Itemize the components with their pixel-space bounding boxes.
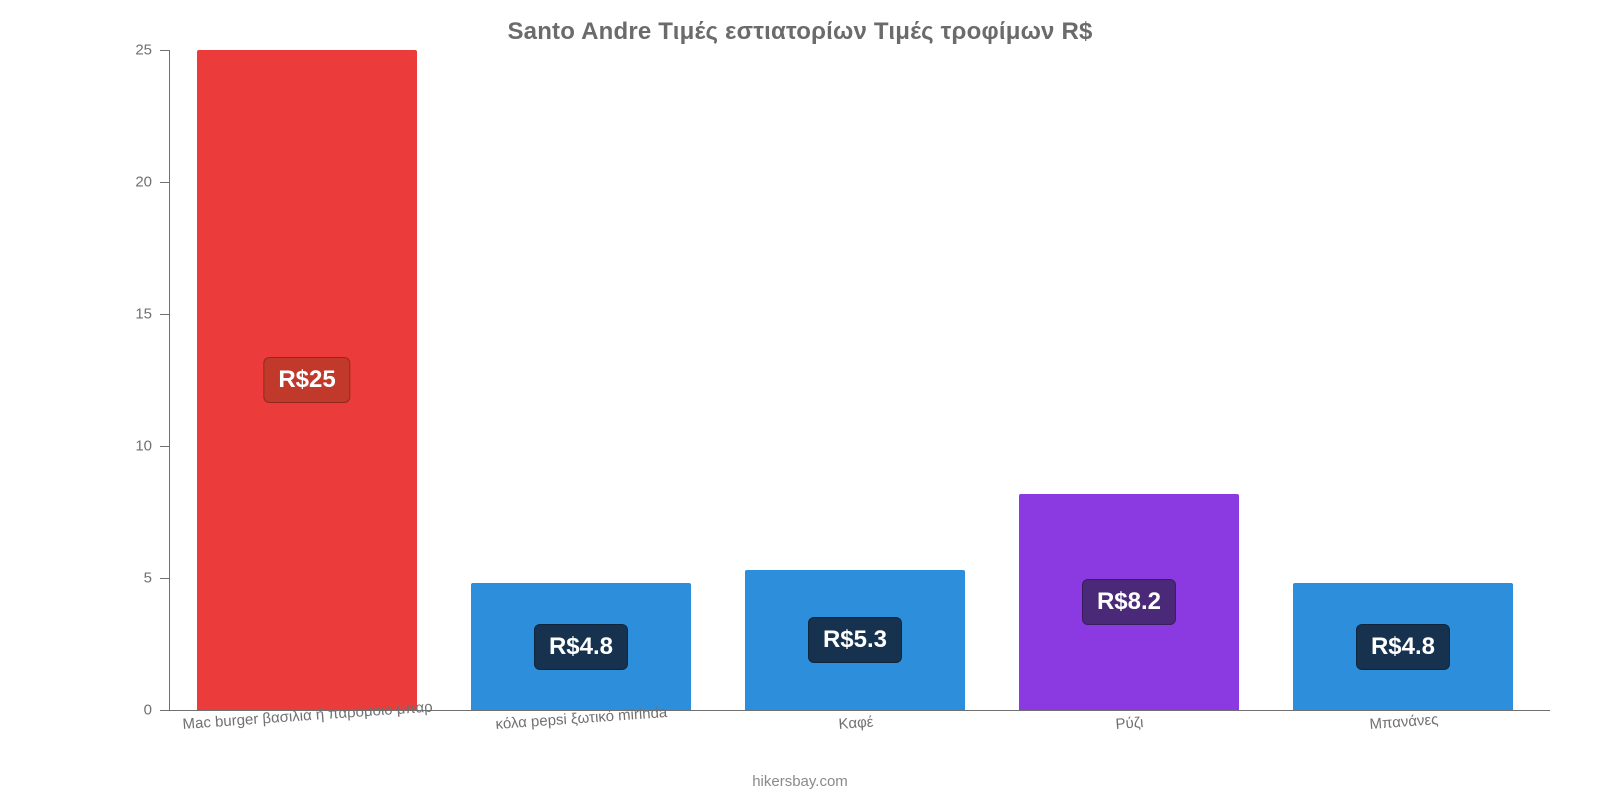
chart-title: Santo Andre Τιμές εστιατορίων Τιμές τροφ… [0, 18, 1600, 46]
y-tick [160, 578, 170, 579]
value-badge: R$4.8 [534, 624, 628, 670]
y-tick-label: 0 [0, 702, 152, 719]
y-tick [160, 314, 170, 315]
x-axis-label: Καφέ [838, 714, 874, 733]
x-axis-label: Μπανάνες [1369, 711, 1439, 733]
y-tick-label: 20 [0, 174, 152, 191]
chart-footer: hikersbay.com [0, 773, 1600, 790]
y-tick [160, 50, 170, 51]
price-chart: Santo Andre Τιμές εστιατορίων Τιμές τροφ… [0, 0, 1600, 800]
plot-area [170, 50, 1540, 710]
value-badge: R$5.3 [808, 617, 902, 663]
value-badge: R$8.2 [1082, 579, 1176, 625]
y-tick-label: 25 [0, 42, 152, 59]
y-tick [160, 182, 170, 183]
x-axis-label: Ρύζι [1115, 714, 1144, 733]
y-tick-label: 5 [0, 570, 152, 587]
y-tick-label: 10 [0, 438, 152, 455]
y-tick [160, 446, 170, 447]
value-badge: R$4.8 [1356, 624, 1450, 670]
value-badge: R$25 [263, 357, 350, 403]
y-tick [160, 710, 170, 711]
y-tick-label: 15 [0, 306, 152, 323]
